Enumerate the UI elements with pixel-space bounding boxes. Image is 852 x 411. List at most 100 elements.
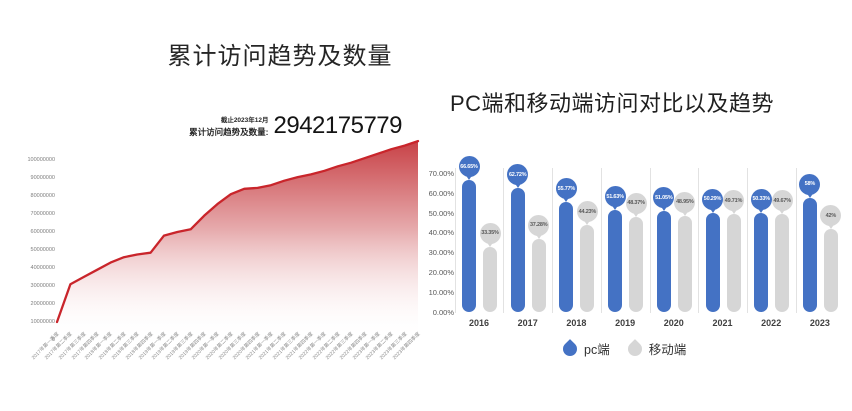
year-label-2018: 2018	[566, 318, 587, 328]
pc-balloon-tip	[465, 174, 473, 181]
legend-label-pc: pc端	[584, 343, 610, 357]
mobile-bar-2021	[726, 214, 741, 312]
area-chart-plot: 0 10000000 20000000 30000000 40000000 5000000…	[27, 139, 422, 361]
mobile-value-label-2018: 44.23%	[576, 201, 598, 222]
pc-bar-2020	[656, 211, 671, 312]
mobile-balloon-tip	[534, 232, 543, 239]
mobile-bar-2017	[531, 238, 546, 312]
left-chart-title: 累计访问趋势及数量	[167, 43, 393, 70]
pc-balloon-tip	[562, 196, 571, 202]
category-separator	[600, 168, 602, 313]
trend-line	[55, 139, 420, 324]
cumulative-total-label: 累计访问趋势及数量:	[189, 127, 269, 137]
percent-axis-tick-label: 10.00%	[428, 288, 454, 298]
pc-balloon-tip	[757, 206, 766, 213]
pc-vs-mobile-panel: PC端和移动端访问对比以及趋势 0.00% 10.00% 20.00% 30.00% 4…	[426, 0, 852, 411]
percent-axis-tick-label: 20.00%	[428, 268, 454, 278]
mobile-bar-2022	[775, 214, 790, 312]
pc-value-label-2018: 55.77%	[555, 178, 577, 199]
mobile-value-label-2023: 42%	[820, 205, 842, 227]
pc-value-label-2021: 50.29%	[702, 188, 723, 210]
pc-value-label-2020: 51.05%	[653, 187, 675, 209]
legend-item-pc[interactable]: pc端	[560, 338, 610, 359]
y-axis-tick-label: 10000000	[30, 319, 55, 325]
percent-axis-tick-label: 0.00%	[432, 308, 454, 317]
y-axis-tick-label: 80000000	[30, 193, 55, 199]
pc-balloon-tip	[513, 182, 522, 189]
y-axis-tick-label: 100000000	[27, 157, 55, 163]
legend-label-mobile: 移动端	[648, 343, 687, 357]
mobile-balloon-tip	[778, 208, 787, 215]
mobile-balloon-tip	[486, 240, 494, 247]
category-separator	[454, 168, 456, 313]
mobile-bar-2018	[580, 225, 595, 312]
category-separator	[503, 168, 505, 313]
year-label-2023: 2023	[809, 318, 830, 328]
pc-bar-2016	[462, 180, 476, 312]
pc-balloon-tip	[708, 206, 717, 213]
year-label-2020: 2020	[663, 318, 684, 328]
right-chart-title: PC端和移动端访问对比以及趋势	[450, 91, 775, 116]
mobile-balloon-tip	[680, 209, 689, 216]
mobile-bar-2023	[823, 229, 838, 312]
percent-axis-tick-label: 70.00%	[428, 168, 454, 178]
cumulative-visits-panel: 累计访问趋势及数量 截止2023年12月 累计访问趋势及数量: 29421757…	[27, 43, 422, 361]
percent-axis-tick-label: 30.00%	[428, 248, 454, 258]
mobile-balloon-tip	[632, 210, 641, 217]
mobile-value-label-2016: 33.35%	[479, 222, 501, 244]
year-label-2022: 2022	[761, 318, 782, 328]
year-label-2021: 2021	[712, 318, 733, 328]
mobile-balloon-tip	[826, 223, 835, 230]
category-separator	[698, 168, 700, 313]
mobile-balloon-tip	[583, 219, 592, 225]
percent-axis-tick-label: 50.00%	[428, 208, 454, 218]
asof-date-label: 截止2023年12月	[220, 117, 269, 124]
y-axis-tick-label: 40000000	[30, 265, 55, 271]
cumulative-total-value: 2942175779	[273, 112, 403, 139]
chart-legend: pc端 移动端	[560, 338, 687, 359]
mobile-value-label-2020: 48.95%	[674, 191, 696, 213]
mobile-bar-2019	[629, 216, 644, 312]
mobile-value-label-2017: 37.28%	[528, 214, 550, 236]
pc-value-label-2019: 51.63%	[604, 186, 626, 208]
percent-axis-tick-label: 60.00%	[428, 188, 454, 198]
pc-value-label-2022: 50.33%	[750, 188, 772, 210]
mobile-balloon-tip	[729, 208, 738, 215]
category-separator	[552, 168, 554, 313]
legend-item-mobile[interactable]: 移动端	[624, 338, 687, 359]
pc-balloon-tip	[805, 191, 814, 198]
mobile-bar-2016	[483, 246, 497, 312]
area-fill	[57, 141, 418, 339]
category-separator	[795, 168, 797, 313]
pc-balloon-tip	[659, 205, 668, 212]
year-label-2019: 2019	[615, 318, 636, 328]
pc-bar-2019	[608, 210, 623, 312]
y-axis-tick-label: 60000000	[30, 229, 55, 235]
pc-bar-2017	[510, 188, 525, 312]
y-axis-tick-label: 20000000	[30, 301, 55, 307]
pc-legend-marker-icon	[560, 338, 580, 359]
pc-value-label-2023: 58%	[799, 173, 821, 195]
y-axis-tick-label: 30000000	[30, 283, 55, 289]
mobile-value-label-2022: 49.67%	[771, 190, 793, 212]
cumulative-total-annotation: 截止2023年12月 累计访问趋势及数量: 2942175779	[120, 114, 402, 138]
category-separator	[649, 168, 651, 313]
mobile-value-label-2021: 49.71%	[723, 190, 744, 212]
pc-bar-2021	[705, 212, 720, 312]
y-axis-tick-label: 0	[51, 337, 55, 343]
cumulative-area-chart	[55, 139, 420, 339]
year-label-2017: 2017	[517, 318, 538, 328]
y-axis-tick-label: 50000000	[30, 247, 55, 253]
pc-balloon-tip	[611, 204, 620, 211]
y-axis-tick-label: 90000000	[30, 175, 55, 181]
pc-value-label-2016: 66.65%	[458, 156, 480, 178]
category-separator	[746, 168, 748, 313]
pc-bar-2023	[802, 197, 817, 312]
pc-value-label-2017: 62.72%	[507, 164, 529, 186]
year-label-2016: 2016	[468, 318, 490, 328]
percent-axis-tick-label: 40.00%	[428, 228, 454, 238]
pc-bar-2018	[559, 202, 574, 312]
lollipop-chart-plot: 0.00% 10.00% 20.00% 30.00% 40.00% 50.00% 60.00…	[426, 0, 852, 411]
y-axis-tick-label: 70000000	[30, 211, 55, 217]
